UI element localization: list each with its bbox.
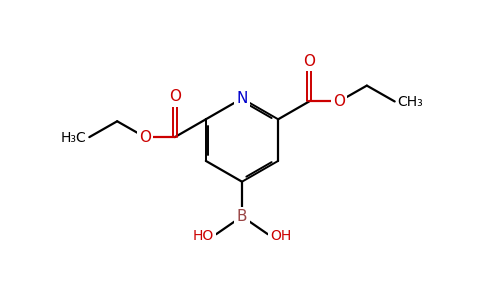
Text: B: B [237, 209, 247, 224]
Text: HO: HO [193, 229, 214, 243]
Text: CH₃: CH₃ [398, 95, 424, 110]
Text: OH: OH [270, 229, 291, 243]
Text: O: O [333, 94, 345, 109]
Text: O: O [139, 130, 151, 145]
Text: H₃C: H₃C [60, 131, 86, 145]
Text: N: N [236, 91, 248, 106]
Text: O: O [303, 54, 315, 69]
Text: O: O [169, 89, 181, 104]
